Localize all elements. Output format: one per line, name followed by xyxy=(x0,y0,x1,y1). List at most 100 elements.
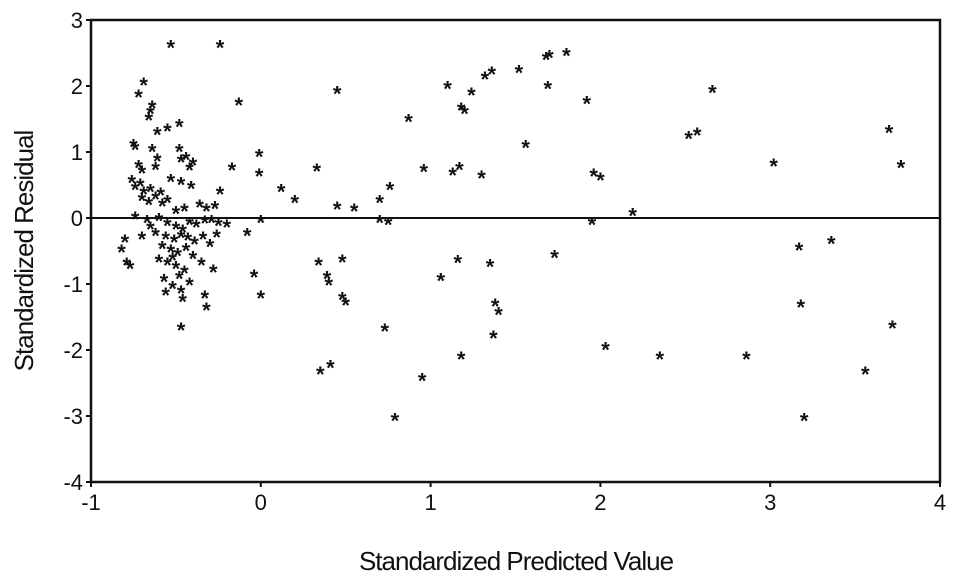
data-point: * xyxy=(521,136,530,161)
x-tick-label: 0 xyxy=(255,490,267,515)
y-tick-label: -1 xyxy=(63,272,83,297)
data-point: * xyxy=(182,148,191,173)
data-point: * xyxy=(127,171,136,196)
data-point: * xyxy=(350,199,359,224)
data-point: * xyxy=(175,115,184,140)
data-point: * xyxy=(163,191,172,216)
data-point: * xyxy=(467,83,476,108)
data-point: * xyxy=(326,356,335,381)
data-point: * xyxy=(178,290,187,315)
data-point: * xyxy=(161,283,170,308)
data-point: * xyxy=(796,295,805,320)
data-point: * xyxy=(457,98,466,123)
data-point: * xyxy=(173,243,182,268)
data-point: * xyxy=(195,195,204,220)
data-point: * xyxy=(117,240,126,265)
data-point: * xyxy=(437,268,446,293)
data-point: * xyxy=(185,158,194,183)
data-point: * xyxy=(494,303,503,328)
data-point: * xyxy=(207,210,216,235)
y-tick-label: 1 xyxy=(71,140,83,165)
data-point: * xyxy=(151,187,160,212)
data-point: * xyxy=(375,210,384,235)
data-point: * xyxy=(885,121,894,146)
data-point: * xyxy=(228,158,237,183)
data-point: * xyxy=(177,150,186,175)
data-point: * xyxy=(144,192,153,217)
data-point: * xyxy=(122,253,131,278)
y-tick-label: 0 xyxy=(71,206,83,231)
data-point: * xyxy=(121,230,130,255)
data-point: * xyxy=(167,35,176,60)
data-point: * xyxy=(601,338,610,363)
data-point: * xyxy=(489,326,498,351)
y-axis-title: Standardized Residual xyxy=(9,130,39,371)
data-point: * xyxy=(386,177,395,202)
data-point: * xyxy=(404,109,413,134)
data-point: * xyxy=(131,138,140,163)
data-point: * xyxy=(223,215,232,240)
data-point: * xyxy=(131,207,140,232)
data-point: * xyxy=(172,202,181,227)
data-point: * xyxy=(257,210,266,235)
data-point: * xyxy=(708,80,717,105)
data-point: * xyxy=(324,273,333,298)
data-point: * xyxy=(316,362,325,387)
data-point: * xyxy=(418,369,427,394)
data-point: * xyxy=(589,164,598,189)
data-point: * xyxy=(391,408,400,433)
data-point: * xyxy=(800,408,809,433)
data-point: * xyxy=(443,76,452,101)
data-point: * xyxy=(153,123,162,148)
data-point: * xyxy=(163,253,172,278)
data-point: * xyxy=(455,158,464,183)
data-point: * xyxy=(182,239,191,264)
data-point: * xyxy=(545,45,554,70)
data-point: * xyxy=(656,347,665,372)
data-point: * xyxy=(323,266,332,291)
data-point: * xyxy=(175,140,184,165)
data-point: * xyxy=(177,173,186,198)
data-point: * xyxy=(158,194,167,219)
data-point: * xyxy=(216,182,225,207)
data-point: * xyxy=(187,177,196,202)
data-point: * xyxy=(153,149,162,174)
data-point: * xyxy=(234,93,243,118)
data-point: * xyxy=(684,126,693,151)
plot-frame xyxy=(89,18,942,484)
data-point: * xyxy=(562,43,571,68)
data-point: * xyxy=(167,169,176,194)
data-point: * xyxy=(897,156,906,181)
data-point: * xyxy=(158,237,167,262)
data-point: * xyxy=(206,235,215,260)
data-point: * xyxy=(333,197,342,222)
data-point: * xyxy=(257,286,266,311)
data-point: * xyxy=(200,286,209,311)
y-tick-label: 2 xyxy=(71,74,83,99)
data-point: * xyxy=(155,208,164,233)
data-point: * xyxy=(177,318,186,343)
data-point: * xyxy=(211,196,220,221)
data-point: * xyxy=(477,166,486,191)
data-point: * xyxy=(200,211,209,236)
data-point: * xyxy=(384,212,393,237)
y-tick-label: -3 xyxy=(63,404,83,429)
y-tick-label: 3 xyxy=(71,8,83,33)
data-point: * xyxy=(216,35,225,60)
data-point: * xyxy=(583,92,592,117)
data-point: * xyxy=(543,76,552,101)
data-point: * xyxy=(420,159,429,184)
data-point: * xyxy=(163,119,172,144)
data-point: * xyxy=(180,199,189,224)
x-tick-label: 4 xyxy=(934,490,946,515)
data-point: * xyxy=(146,217,155,242)
data-point: * xyxy=(190,232,199,257)
data-point: * xyxy=(148,140,157,165)
data-point: * xyxy=(277,179,286,204)
data-point: * xyxy=(167,240,176,265)
data-point: * xyxy=(209,260,218,285)
data-point: * xyxy=(542,47,551,72)
data-point: * xyxy=(375,191,384,216)
data-point: * xyxy=(178,220,187,245)
